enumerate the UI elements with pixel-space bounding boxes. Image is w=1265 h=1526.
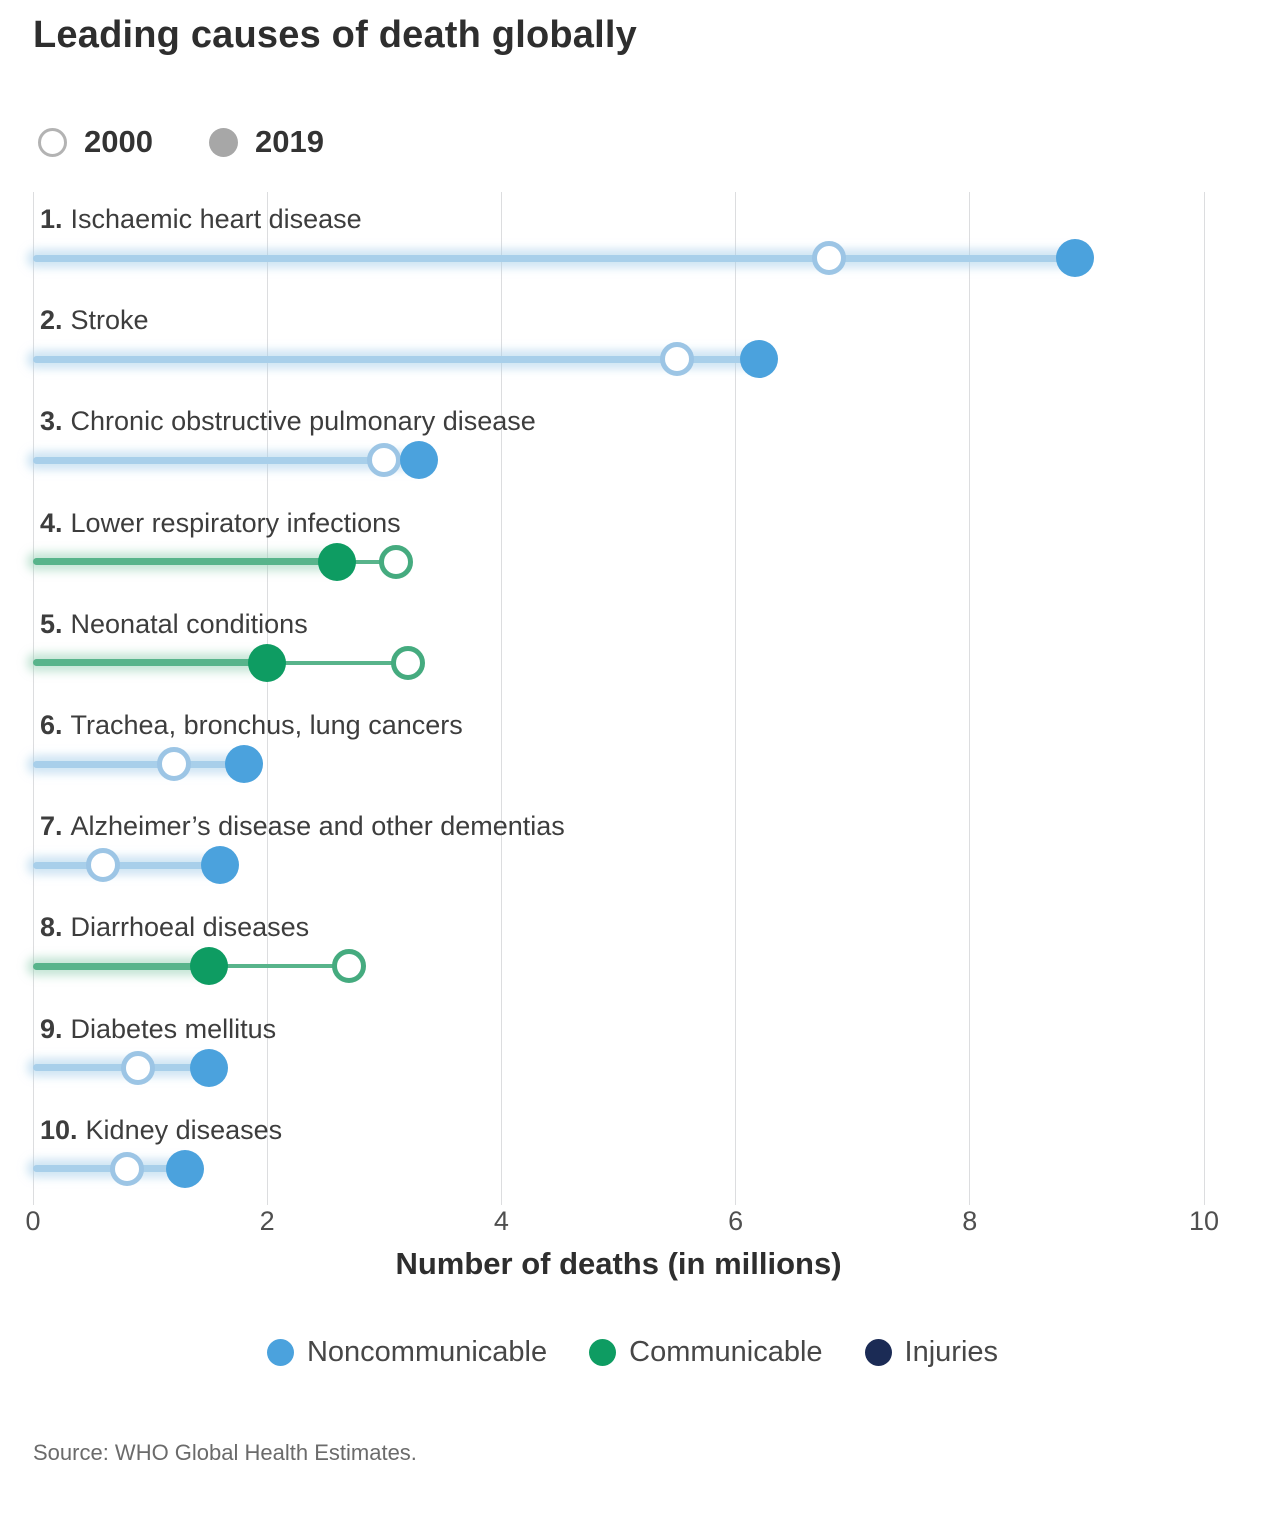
category-dot-icon — [864, 1339, 892, 1366]
row-rank: 7. — [40, 811, 63, 842]
dot-2019 — [1056, 239, 1095, 277]
dot-2000 — [109, 1151, 144, 1186]
dot-2019 — [248, 643, 287, 682]
category-legend-item: Communicable — [589, 1336, 823, 1369]
row-cause: Lower respiratory infections — [70, 507, 401, 538]
x-tick-label: 4 — [493, 1206, 509, 1236]
row-cause: Diabetes mellitus — [70, 1013, 277, 1044]
category-label: Injuries — [904, 1336, 999, 1368]
dot-2019 — [740, 340, 779, 379]
category-legend-item: Injuries — [864, 1336, 999, 1369]
row-cause: Stroke — [70, 305, 149, 336]
x-tick-label: 2 — [259, 1206, 275, 1236]
gridline — [32, 192, 34, 1205]
dot-2019 — [189, 947, 228, 986]
category-legend: Noncommunicable Communicable Injuries — [0, 1336, 1265, 1369]
dot-2000 — [86, 848, 121, 883]
dumbbell-band — [33, 558, 338, 566]
row-cause: Alzheimer’s disease and other dementias — [70, 811, 565, 842]
row-rank: 9. — [40, 1013, 63, 1044]
row-rank: 8. — [40, 912, 63, 943]
category-label: Communicable — [629, 1336, 823, 1368]
row-label: 1. Ischaemic heart disease — [40, 204, 362, 235]
row-rank: 1. — [40, 204, 63, 234]
row-cause: Neonatal conditions — [70, 608, 308, 639]
dumbbell-band — [33, 355, 760, 363]
dumbbell-band — [33, 659, 268, 667]
dumbbell-band — [33, 861, 221, 869]
row-rank: 2. — [40, 305, 63, 336]
row-rank: 6. — [40, 710, 63, 740]
dot-2000 — [332, 949, 367, 984]
filled-circle-icon — [208, 127, 238, 157]
legend-item-2000: 2000 — [38, 124, 153, 160]
dumbbell-band — [33, 1064, 209, 1072]
category-dot-icon — [266, 1339, 294, 1366]
row-rank: 5. — [40, 608, 63, 639]
dumbbell-band — [33, 962, 209, 970]
row-label: 9. Diabetes mellitus — [40, 1014, 276, 1045]
dot-2000 — [121, 1050, 156, 1085]
row-label: 10. Kidney diseases — [40, 1115, 282, 1146]
row-label: 4. Lower respiratory infections — [40, 508, 401, 539]
row-label: 6. Trachea, bronchus, lung cancers — [40, 710, 463, 741]
dot-2019 — [318, 542, 357, 581]
dot-2000 — [812, 241, 847, 275]
dot-2000 — [379, 544, 413, 579]
dot-2000 — [156, 747, 191, 781]
x-tick-label: 10 — [1188, 1206, 1220, 1236]
row-label: 7. Alzheimer’s disease and other dementia… — [40, 811, 565, 842]
row-label: 3. Chronic obstructive pulmonary disease — [40, 406, 536, 437]
hollow-circle-icon — [38, 127, 67, 157]
year-legend: 2000 2019 — [38, 124, 324, 160]
page-title: Leading causes of death globally — [33, 14, 637, 56]
dot-2019 — [166, 1149, 205, 1188]
legend-item-2019: 2019 — [208, 124, 324, 160]
row-label: 5. Neonatal conditions — [40, 609, 308, 640]
gridline — [735, 192, 737, 1205]
dot-2000 — [367, 443, 402, 478]
dumbbell-chart: 1. Ischaemic heart disease 2. Stroke 3. Chron… — [32, 192, 1205, 1205]
dumbbell-band — [33, 254, 1076, 262]
row-label: 2. Stroke — [40, 305, 149, 336]
dot-2019 — [400, 441, 439, 480]
row-rank: 3. — [40, 406, 63, 437]
x-tick-label: 6 — [728, 1206, 744, 1236]
category-label: Noncommunicable — [306, 1336, 548, 1368]
dumbbell-band — [33, 1165, 186, 1173]
row-cause: Ischaemic heart disease — [70, 204, 362, 234]
dumbbell-connector — [208, 964, 350, 969]
row-rank: 10. — [40, 1114, 78, 1145]
x-tick-label: 0 — [25, 1206, 41, 1236]
dumbbell-band — [33, 456, 420, 464]
gridline — [266, 192, 268, 1205]
row-cause: Kidney diseases — [85, 1114, 283, 1145]
row-cause: Chronic obstructive pulmonary disease — [70, 406, 536, 437]
dot-2019 — [189, 1048, 228, 1087]
dot-2000 — [390, 645, 425, 680]
row-cause: Diarrhoeal diseases — [70, 912, 310, 943]
x-axis-title: Number of deaths (in millions) — [395, 1246, 842, 1281]
dumbbell-band — [33, 760, 244, 768]
legend-2019-label: 2019 — [254, 124, 324, 159]
x-tick-label: 8 — [962, 1206, 978, 1236]
category-legend-item: Noncommunicable — [266, 1336, 548, 1369]
row-rank: 4. — [40, 507, 63, 538]
dumbbell-connector — [337, 559, 396, 564]
row-cause: Trachea, bronchus, lung cancers — [70, 710, 463, 740]
x-axis-ticks: 0 2 4 6 8 10 — [25, 1206, 1219, 1240]
dot-2019 — [224, 745, 263, 783]
gridline — [1203, 192, 1205, 1205]
source-note: Source: WHO Global Health Estimates. — [33, 1440, 417, 1465]
gridline — [500, 192, 502, 1205]
legend-2000-label: 2000 — [84, 124, 153, 159]
dot-2019 — [201, 846, 240, 885]
row-label: 8. Diarrhoeal diseases — [40, 912, 309, 943]
gridline — [969, 192, 971, 1205]
dumbbell-connector — [267, 660, 408, 665]
category-dot-icon — [589, 1339, 617, 1366]
dot-2000 — [660, 342, 695, 377]
